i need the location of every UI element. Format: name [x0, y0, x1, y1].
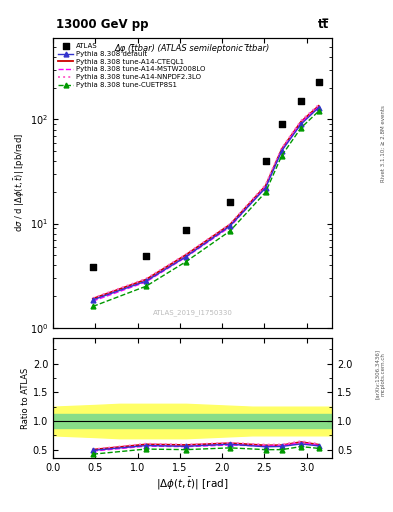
- Point: [316, 78, 322, 86]
- Text: Δφ (t̅tbar) (ATLAS semileptonic t̅tbar): Δφ (t̅tbar) (ATLAS semileptonic t̅tbar): [115, 44, 270, 53]
- Point: [143, 252, 149, 260]
- Point: [227, 198, 233, 206]
- Text: 13000 GeV pp: 13000 GeV pp: [56, 18, 148, 31]
- Y-axis label: Ratio to ATLAS: Ratio to ATLAS: [21, 368, 30, 429]
- Text: ATLAS_2019_I1750330: ATLAS_2019_I1750330: [152, 309, 233, 316]
- Point: [298, 97, 304, 105]
- X-axis label: $|\Delta\phi(t,\bar{t})|$ [rad]: $|\Delta\phi(t,\bar{t})|$ [rad]: [156, 476, 229, 492]
- Point: [279, 120, 285, 129]
- Point: [90, 263, 96, 271]
- Text: tt̅: tt̅: [318, 18, 329, 31]
- Y-axis label: d$\sigma$ / d $|\Delta\phi(t,\bar{t})|$ [pb/rad]: d$\sigma$ / d $|\Delta\phi(t,\bar{t})|$ …: [12, 134, 27, 232]
- Text: [arXiv:1306.3436]: [arXiv:1306.3436]: [375, 349, 380, 399]
- Legend: ATLAS, Pythia 8.308 default, Pythia 8.308 tune-A14-CTEQL1, Pythia 8.308 tune-A14: ATLAS, Pythia 8.308 default, Pythia 8.30…: [55, 40, 208, 91]
- Point: [183, 226, 189, 234]
- Text: mcplots.cern.ch: mcplots.cern.ch: [381, 352, 386, 396]
- Point: [263, 157, 269, 165]
- Text: Rivet 3.1.10; ≥ 2.8M events: Rivet 3.1.10; ≥ 2.8M events: [381, 105, 386, 182]
